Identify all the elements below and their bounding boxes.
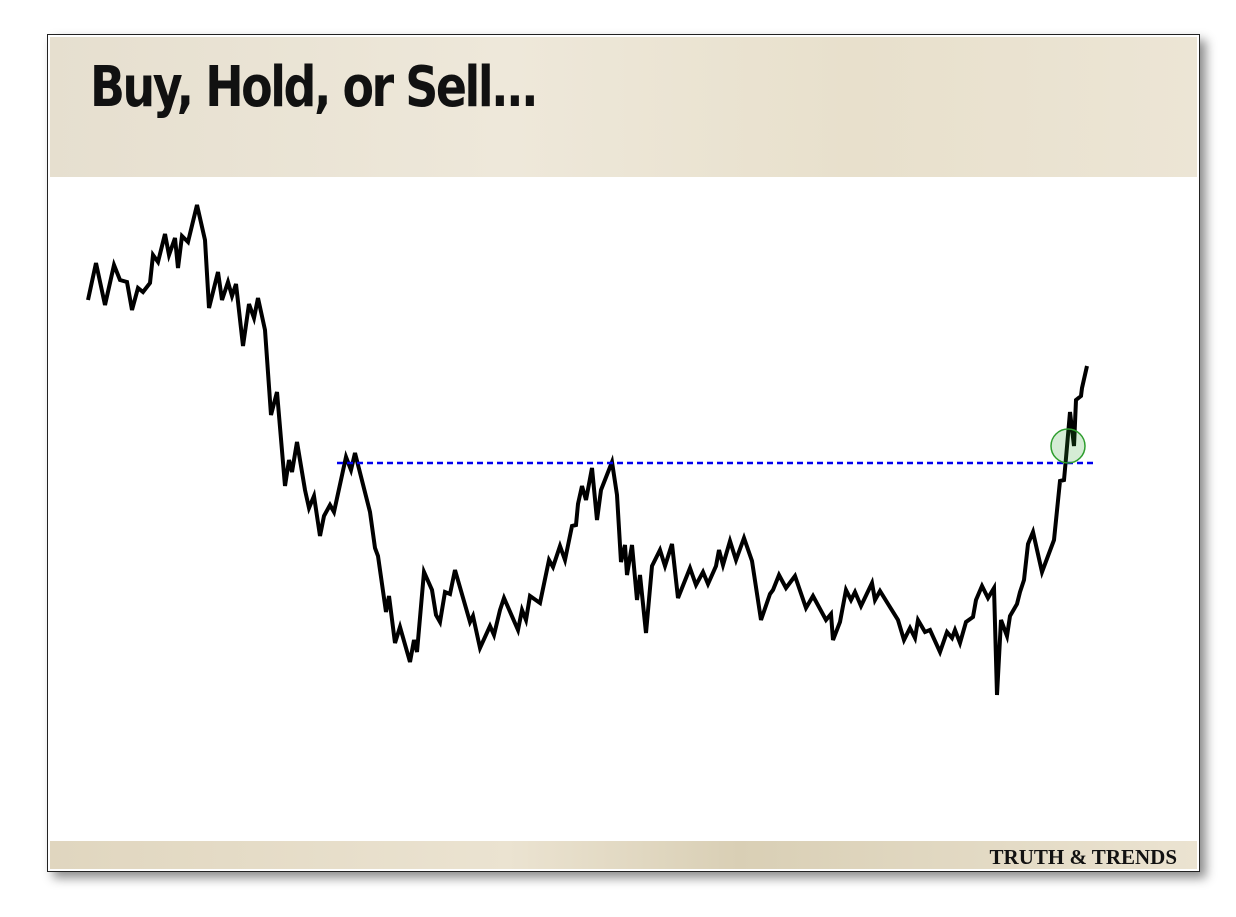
slide-title: Buy, Hold, or Sell... <box>90 55 539 120</box>
slide: Buy, Hold, or Sell... TRUTH & TRENDS <box>47 34 1200 872</box>
footer-band: TRUTH & TRENDS <box>50 841 1197 869</box>
price-line <box>86 204 1089 696</box>
brand: TRUTH & TRENDS <box>989 845 1177 869</box>
breakout-circle <box>1050 428 1086 464</box>
header-band: Buy, Hold, or Sell... <box>50 37 1197 177</box>
